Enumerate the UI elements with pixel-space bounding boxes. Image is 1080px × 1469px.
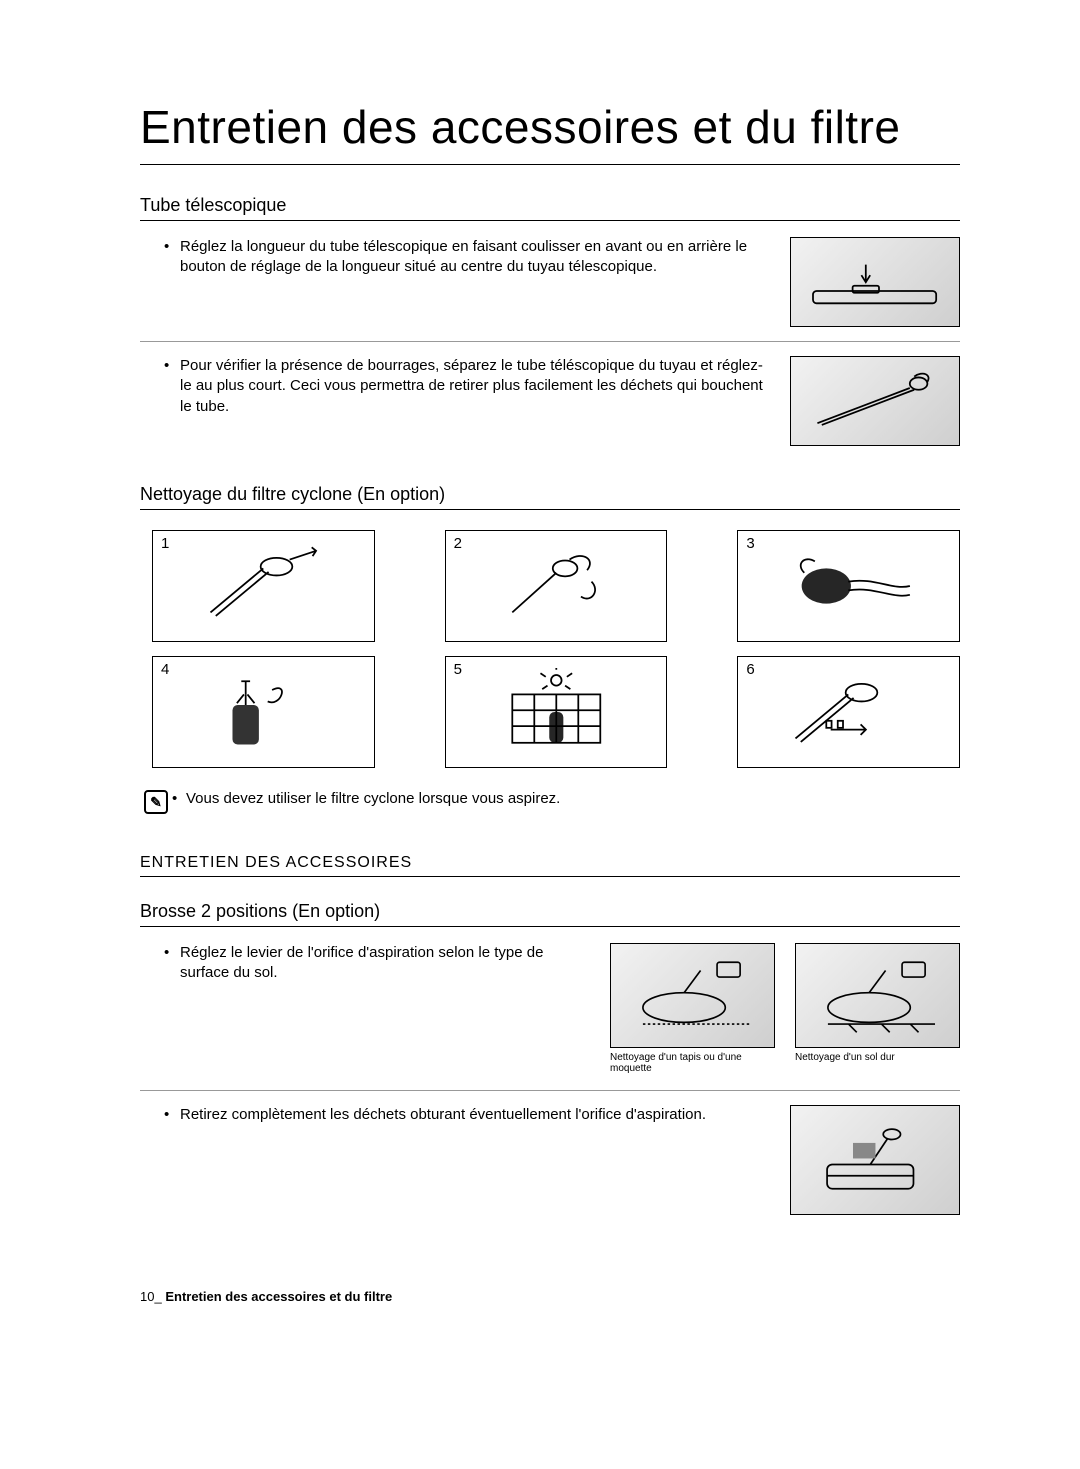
- brush-text-2: Retirez complètement les déchets obturan…: [140, 1105, 770, 1125]
- step-number: 2: [454, 535, 462, 552]
- tube-text-1: Réglez la longueur du tube télescopique …: [140, 237, 770, 278]
- cyclone-step-3: 3: [737, 530, 960, 642]
- step-number: 6: [746, 661, 754, 678]
- tube-row-2: Pour vérifier la présence de bourrages, …: [140, 341, 960, 460]
- step-number: 5: [454, 661, 462, 678]
- note-icon: ✎: [144, 790, 168, 814]
- brush-thumb-1: Nettoyage d'un tapis ou d'une moquette: [610, 943, 775, 1076]
- tube-text-2: Pour vérifier la présence de bourrages, …: [140, 356, 770, 417]
- cyclone-note-text: Vous devez utiliser le ﬁltre cyclone lor…: [178, 790, 560, 807]
- brush-thumb-2: Nettoyage d'un sol dur: [795, 943, 960, 1076]
- brush-thumbs: Nettoyage d'un tapis ou d'une moquette N…: [610, 943, 960, 1076]
- cyclone-grid: 1 2 3 4 5: [140, 520, 960, 782]
- brush-caption-2: Nettoyage d'un sol dur: [795, 1052, 960, 1076]
- brush-row-1: Réglez le levier de l'oriﬁce d'aspiratio…: [140, 937, 960, 1090]
- tube-illus-1: [790, 237, 960, 327]
- footer-title: Entretien des accessoires et du filtre: [165, 1289, 392, 1304]
- step-number: 1: [161, 535, 169, 552]
- brush-illus-2: [790, 1105, 960, 1215]
- cyclone-step-4: 4: [152, 656, 375, 768]
- tube-heading: Tube télescopique: [140, 195, 960, 221]
- brush-row-2: Retirez complètement les déchets obturan…: [140, 1090, 960, 1229]
- page-title: Entretien des accessoires et du filtre: [140, 100, 960, 165]
- cyclone-heading: Nettoyage du filtre cyclone (En option): [140, 484, 960, 510]
- cyclone-step-1: 1: [152, 530, 375, 642]
- step-number: 3: [746, 535, 754, 552]
- cyclone-step-2: 2: [445, 530, 668, 642]
- tube-illus-2: [790, 356, 960, 446]
- page-footer: 10_ Entretien des accessoires et du filt…: [140, 1289, 960, 1304]
- brush-caption-1: Nettoyage d'un tapis ou d'une moquette: [610, 1052, 775, 1076]
- brush-heading: Brosse 2 positions (En option): [140, 901, 960, 927]
- brush-text-1: Réglez le levier de l'oriﬁce d'aspiratio…: [140, 943, 590, 984]
- step-number: 4: [161, 661, 169, 678]
- cyclone-note-row: ✎ Vous devez utiliser le ﬁltre cyclone l…: [140, 782, 960, 828]
- cyclone-step-5: 5: [445, 656, 668, 768]
- cyclone-step-6: 6: [737, 656, 960, 768]
- footer-page-number: 10_: [140, 1289, 162, 1304]
- accessories-heading: ENTRETIEN DES ACCESSOIRES: [140, 854, 960, 877]
- tube-row-1: Réglez la longueur du tube télescopique …: [140, 231, 960, 341]
